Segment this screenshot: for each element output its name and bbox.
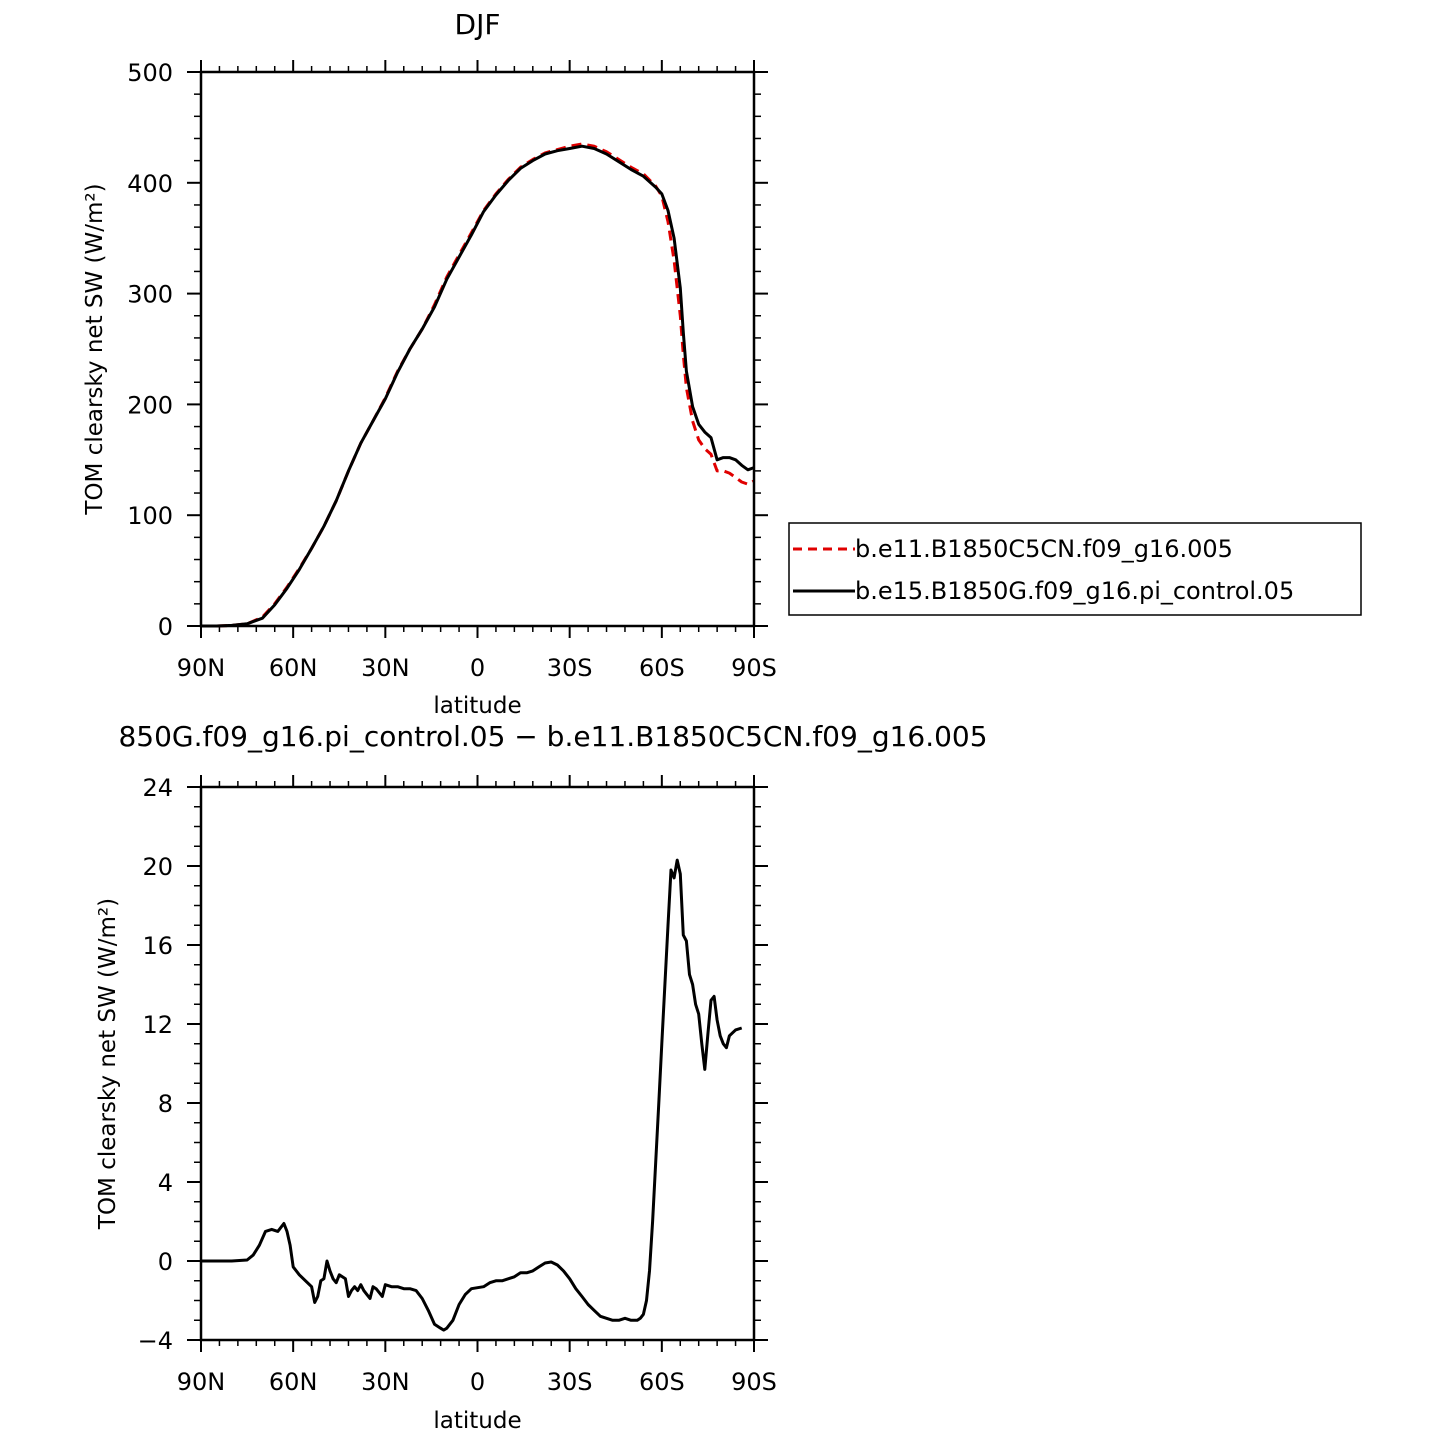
y-axis-label: TOM clearsky net SW (W/m²) — [95, 898, 121, 1230]
axes: 90N 60N 30N 0 30S 60S 90S −4 0 4 8 12 16 20 24 — [138, 774, 777, 1396]
x-tick-label: 30S — [547, 1368, 593, 1396]
y-tick-label: 0 — [158, 1248, 173, 1276]
legend-label-series-2: b.e15.B1850G.f09_g16.pi_control.05 — [855, 577, 1294, 605]
y-tick-label: 500 — [127, 59, 173, 87]
x-tick-label: 60N — [269, 1368, 318, 1396]
axes: 90N 60N 30N 0 30S 60S 90S 0 100 200 300 400 500 — [127, 59, 777, 682]
x-tick-label: 90N — [177, 654, 226, 682]
series-line-2 — [201, 144, 755, 628]
x-axis-label: latitude — [433, 693, 521, 719]
series-line-1 — [201, 142, 755, 628]
x-axis-label: latitude — [433, 1408, 521, 1434]
y-tick-label: 4 — [158, 1169, 173, 1197]
x-tick-label: 30N — [361, 654, 410, 682]
x-tick-label: 90S — [731, 1368, 777, 1396]
legend-box — [788, 522, 1362, 616]
y-tick-label: 0 — [158, 613, 173, 641]
y-tick-label: 300 — [127, 281, 173, 309]
plot-frame — [199, 785, 756, 1342]
x-tick-label: 0 — [470, 654, 485, 682]
y-tick-label: 400 — [127, 170, 173, 198]
y-tick-label: 24 — [142, 774, 173, 802]
plot-lines — [201, 142, 755, 628]
plot-frame — [199, 70, 756, 628]
chart-title: DJF — [455, 8, 501, 41]
legend-label-series-1: b.e11.B1850C5CN.f09_g16.005 — [855, 535, 1233, 563]
x-tick-label: 60S — [639, 1368, 685, 1396]
x-tick-label: 90N — [177, 1368, 226, 1396]
x-tick-label: 90S — [731, 654, 777, 682]
y-tick-label: 200 — [127, 391, 173, 419]
x-tick-label: 60N — [269, 654, 318, 682]
x-tick-label: 30S — [547, 654, 593, 682]
y-tick-label: 8 — [158, 1090, 173, 1118]
legend: b.e11.B1850C5CN.f09_g16.005 b.e15.B1850G… — [788, 522, 1362, 616]
x-tick-label: 0 — [470, 1368, 485, 1396]
series-line-1 — [201, 858, 743, 1332]
y-tick-label: 20 — [142, 853, 173, 881]
top-chart: DJF latitude TOM clearsky net SW (W/m²) … — [82, 8, 777, 719]
y-axis-label: TOM clearsky net SW (W/m²) — [82, 183, 108, 515]
y-tick-label: −4 — [138, 1327, 173, 1355]
bottom-chart: 850G.f09_g16.pi_control.05 − b.e11.B1850… — [95, 720, 988, 1434]
y-tick-label: 16 — [142, 932, 173, 960]
plot-lines — [201, 858, 743, 1332]
y-tick-label: 100 — [127, 502, 173, 530]
y-tick-label: 12 — [142, 1011, 173, 1039]
x-tick-label: 30N — [361, 1368, 410, 1396]
x-tick-label: 60S — [639, 654, 685, 682]
chart-title: 850G.f09_g16.pi_control.05 − b.e11.B1850… — [118, 720, 987, 753]
